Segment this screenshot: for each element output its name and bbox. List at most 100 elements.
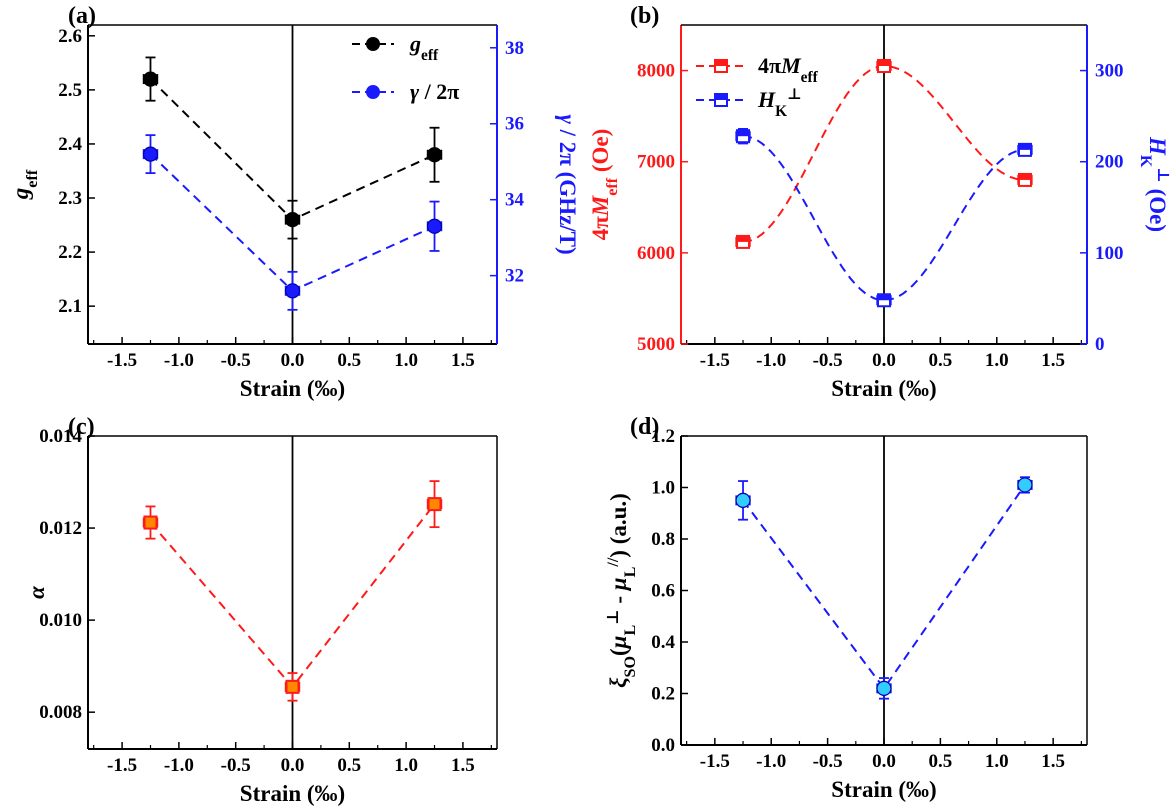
y-tick-label: 7000	[637, 152, 675, 173]
data-point-half	[1018, 173, 1031, 180]
x-tick-label: 1.0	[985, 751, 1009, 772]
y2-tick-label: 34	[505, 190, 525, 211]
x-tick-label: -1.5	[700, 751, 730, 772]
x-tick-label: 1.0	[394, 755, 418, 776]
data-point	[426, 147, 443, 163]
y-tick-label: 1.2	[651, 426, 675, 447]
legend-marker	[715, 60, 727, 66]
y-tick-label: 0.008	[39, 702, 82, 723]
y-tick-label: 0.2	[651, 684, 675, 705]
y-tick-label: 2.5	[58, 80, 82, 101]
y-tick-label: 0.4	[651, 632, 675, 653]
x-tick-label: -0.5	[813, 350, 843, 371]
data-point	[1017, 477, 1033, 493]
data-point	[284, 212, 301, 228]
x-tick-label: 0.5	[337, 755, 361, 776]
chart-panel: (c)-1.5 -1.0 -0.5 0.0 0.5 1.0 1.50.0080.0100.0…	[24, 414, 498, 806]
x-axis-label: Strain (‰)	[831, 777, 936, 802]
x-tick-label: 0.0	[872, 751, 896, 772]
y-axis-label: 4πMeff (Oe)	[588, 129, 621, 241]
data-point	[142, 146, 159, 162]
legend-label: HK⊥	[757, 86, 802, 120]
data-point	[735, 492, 751, 508]
x-tick-label: -1.5	[107, 350, 137, 371]
x-axis-label: Strain (‰)	[240, 781, 345, 806]
x-tick-label: -1.0	[756, 350, 786, 371]
y-tick-label: 2.2	[58, 242, 82, 263]
x-tick-label: 0.0	[872, 350, 896, 371]
legend-label: γ / 2π	[410, 79, 459, 104]
y-axis-label: geff	[8, 169, 41, 200]
x-tick-label: 0.0	[281, 755, 305, 776]
data-point	[426, 218, 443, 234]
x-tick-label: -1.0	[164, 755, 194, 776]
y-tick-label: 2.4	[58, 134, 82, 155]
panel-label: (b)	[630, 3, 659, 29]
y2-tick-label: 100	[1095, 243, 1124, 264]
x-tick-label: -1.5	[700, 350, 730, 371]
y2-tick-label: 300	[1095, 61, 1124, 82]
y-tick-label: 0.0	[651, 735, 675, 756]
y2-axis-label: HK⊥ (Oe)	[1138, 136, 1172, 232]
y-tick-label: 6000	[637, 243, 675, 264]
y-tick-label: 0.010	[39, 610, 82, 631]
x-axis-label: Strain (‰)	[831, 376, 936, 401]
data-point-half	[737, 235, 750, 242]
x-tick-label: -0.5	[813, 751, 843, 772]
x-tick-label: -1.5	[107, 755, 137, 776]
x-tick-label: 1.5	[451, 350, 475, 371]
y2-tick-label: 32	[505, 266, 524, 287]
y2-axis-label: γ / 2π (GHz/T)	[555, 114, 580, 254]
x-tick-label: 0.5	[337, 350, 361, 371]
legend-marker	[366, 85, 380, 99]
legend-label: geff	[409, 31, 439, 64]
data-point-half	[878, 60, 890, 67]
y-tick-label: 1.0	[651, 478, 675, 499]
legend-marker	[715, 94, 727, 100]
y2-tick-label: 38	[505, 38, 524, 59]
y2-tick-label: 0	[1095, 334, 1105, 355]
x-tick-label: 1.0	[394, 350, 418, 371]
legend-label: 4πMeff	[758, 53, 819, 86]
series-line	[742, 135, 1026, 302]
x-tick-label: 1.0	[985, 350, 1009, 371]
y-tick-label: 8000	[637, 61, 675, 82]
series-line	[742, 484, 1026, 691]
y2-tick-label: 200	[1095, 152, 1124, 173]
data-point-half	[737, 130, 750, 137]
x-tick-label: -0.5	[221, 350, 251, 371]
chart-panel: (d) -1.5 -1.0 -0.5 0.0 0.5 1.0 1.5 0.0 0.2 0.4 0.6 0…	[605, 414, 1088, 802]
data-point-half	[1018, 143, 1031, 150]
chart-panel: (b) -1.5 -1.0 -0.5 0.0 0.5 1.0 1.5 5000 6000 7000 8…	[588, 3, 1172, 401]
y-tick-label: 0.014	[39, 426, 82, 447]
data-point	[143, 515, 158, 530]
data-point	[284, 283, 301, 299]
x-tick-label: 0.5	[929, 350, 953, 371]
y-axis-label: ξSO(μL⊥ - μL//) (a.u.)	[605, 493, 639, 688]
x-tick-label: 1.5	[1041, 350, 1065, 371]
x-tick-label: 1.5	[1041, 751, 1065, 772]
y-tick-label: 2.6	[58, 26, 82, 47]
data-point	[876, 680, 892, 696]
x-tick-label: 0.0	[281, 350, 305, 371]
data-point-half	[878, 294, 890, 301]
x-tick-label: -0.5	[221, 755, 251, 776]
x-tick-label: 0.5	[929, 751, 953, 772]
chart-panel: (a)-1.5 -1.0 -0.5 0.0 0.5 1.0 1.52.12.22.32.42…	[8, 3, 580, 401]
y-axis-label: α	[24, 585, 49, 599]
panel-label: (d)	[630, 414, 659, 440]
y2-tick-label: 36	[505, 114, 524, 135]
data-point	[427, 497, 442, 512]
y-tick-label: 2.3	[58, 188, 82, 209]
y-tick-label: 0.6	[651, 581, 675, 602]
y-tick-label: 2.1	[58, 296, 82, 317]
x-tick-label: 1.5	[451, 755, 475, 776]
x-tick-label: -1.0	[756, 751, 786, 772]
x-tick-label: -1.0	[164, 350, 194, 371]
y-tick-label: 5000	[637, 334, 675, 355]
y-tick-label: 0.8	[651, 529, 675, 550]
data-point	[142, 71, 159, 87]
x-axis-label: Strain (‰)	[240, 376, 345, 401]
data-point	[285, 679, 300, 694]
